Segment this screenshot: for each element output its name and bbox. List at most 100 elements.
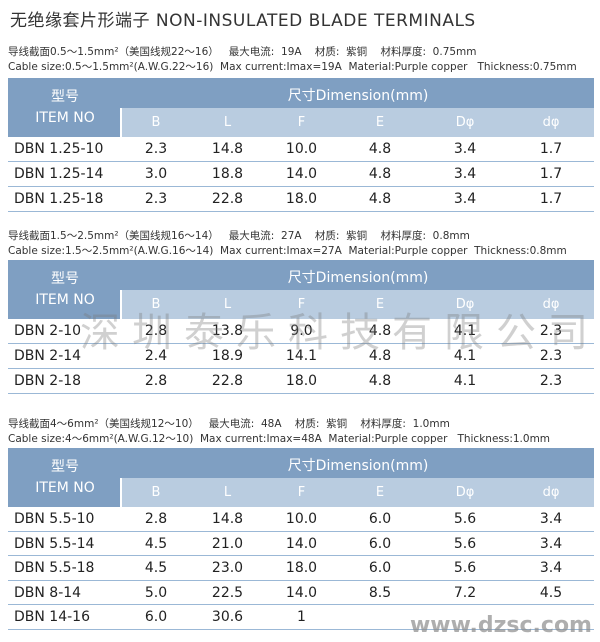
column-header: E (375, 115, 385, 130)
watermark: 深圳泰乐科技有限公司 (80, 310, 600, 356)
item-no: DBN 2-14 (14, 348, 82, 364)
column-header: L (223, 297, 232, 312)
dimension-value: 4.8 (368, 348, 392, 364)
header-model-en: ITEM NO (35, 110, 95, 126)
dimension-value: 4.1 (453, 373, 477, 389)
header-bg (8, 448, 594, 478)
dimension-value: 2.8 (144, 323, 168, 339)
dimension-value: 5.6 (453, 511, 477, 527)
item-no: DBN 1.25-14 (14, 166, 104, 182)
header-dimension: 尺寸Dimension(mm) (287, 270, 429, 286)
column-header: L (223, 485, 232, 500)
header-model-en: ITEM NO (35, 480, 95, 496)
dimension-value: 3.4 (539, 535, 563, 552)
header-dimension: 尺寸Dimension(mm) (287, 458, 429, 474)
column-header: Dφ (455, 485, 475, 500)
dimension-value: 5.0 (144, 584, 168, 601)
item-no: DBN 2-10 (14, 323, 82, 339)
column-header: B (151, 485, 161, 500)
row-separator (8, 393, 594, 394)
dimension-value: 4.5 (144, 535, 168, 552)
header-model-cn: 型号 (51, 271, 79, 287)
dimension-value: 4.8 (368, 191, 392, 207)
dimension-value: 18.0 (285, 191, 318, 207)
spec-line: 导线截面1.5～2.5mm²（美国线规16～14） 最大电流: 27A 材质: … (8, 230, 470, 242)
item-no: DBN 5.5-14 (14, 535, 95, 552)
header-model-cn: 型号 (51, 459, 79, 475)
row-separator (8, 579, 594, 581)
dimension-value: 10.0 (285, 511, 318, 527)
dimension-value: 6.0 (368, 511, 392, 527)
dimension-value: 2.4 (144, 348, 168, 364)
dimension-value: 1.7 (539, 191, 563, 207)
dimension-value: 3.4 (539, 511, 563, 527)
dimension-value: 4.8 (368, 323, 392, 339)
item-no: DBN 1.25-10 (14, 141, 104, 157)
column-header: E (375, 297, 385, 312)
dimension-value: 2.3 (539, 373, 563, 389)
dimension-value: 18.8 (211, 166, 244, 182)
dimension-value: 13.8 (211, 323, 244, 339)
dimension-value: 22.8 (211, 191, 244, 207)
row-separator (8, 186, 594, 187)
dimension-value: 3.4 (539, 560, 563, 576)
dimension-value: 1.7 (539, 141, 563, 157)
row-separator (8, 161, 594, 162)
dimension-value: 4.8 (368, 141, 392, 157)
row-separator (8, 211, 594, 212)
dimension-value: 6.0 (144, 609, 168, 625)
dimension-value: 18.0 (285, 373, 318, 389)
item-no: DBN 14-16 (14, 609, 90, 625)
dimension-value: 14.8 (211, 511, 244, 527)
spec-line: Cable size:4～6mm²(A.W.G.12～10) Max curre… (8, 433, 551, 445)
row-separator (8, 343, 594, 344)
header-bg (8, 78, 594, 108)
header-bg (8, 478, 120, 507)
dimension-value: 4.5 (539, 584, 563, 601)
item-no: DBN 5.5-10 (14, 511, 95, 527)
column-header: dφ (542, 297, 560, 312)
spec-line: 导线截面0.5～1.5mm²（美国线规22～16） 最大电流: 19A 材质: … (8, 46, 477, 58)
column-header: F (297, 297, 306, 312)
dimension-value: 4.8 (368, 166, 392, 182)
dimension-value: 18.9 (211, 348, 244, 364)
column-header: F (297, 485, 306, 500)
dimension-value: 3.0 (144, 166, 168, 182)
dimension-value: 14.8 (211, 141, 244, 157)
site-watermark: www.dzsc.com (409, 613, 592, 638)
dimension-value: 4.1 (453, 323, 477, 339)
column-header: B (151, 115, 161, 130)
dimension-value: 3.4 (453, 141, 477, 157)
dimension-value: 2.3 (539, 323, 563, 339)
spec-line: 导线截面4～6mm²（美国线规12～10） 最大电流: 48A 材质: 紫铜 材… (8, 418, 450, 430)
dimension-value: 6.0 (368, 535, 392, 552)
dimension-value: 5.6 (453, 535, 477, 552)
dimension-value: 14.0 (285, 166, 318, 182)
dimension-value: 4.1 (453, 348, 477, 364)
row-separator (8, 628, 594, 630)
dimension-value: 5.6 (453, 560, 477, 576)
dimension-value: 2.8 (144, 511, 168, 527)
dimension-value: 7.2 (453, 584, 477, 601)
dimension-value: 9.0 (290, 323, 313, 339)
dimension-value: 8.5 (368, 584, 392, 601)
column-header: L (223, 115, 232, 130)
column-header: E (375, 485, 385, 500)
column-header: Dφ (455, 115, 475, 130)
dimension-value: 4.8 (368, 373, 392, 389)
dimension-value: 22.5 (211, 584, 244, 601)
dimension-value: 2.3 (144, 191, 168, 207)
column-header: F (297, 115, 306, 130)
item-no: DBN 1.25-18 (14, 191, 104, 207)
dimension-value: 3.4 (453, 191, 477, 207)
spec-line: Cable size:1.5～2.5mm²(A.W.G.16～14) Max c… (8, 245, 567, 257)
dimension-value: 4.5 (144, 560, 168, 576)
dimension-value: 22.8 (211, 373, 244, 389)
dimension-value: 14.0 (285, 584, 318, 601)
dimension-value: 1.7 (539, 166, 563, 182)
item-no: DBN 8-14 (14, 584, 82, 601)
header-bg (8, 290, 120, 319)
row-separator (8, 604, 594, 605)
dimension-value: 3.4 (453, 166, 477, 182)
dimension-value: 14.1 (285, 348, 318, 364)
